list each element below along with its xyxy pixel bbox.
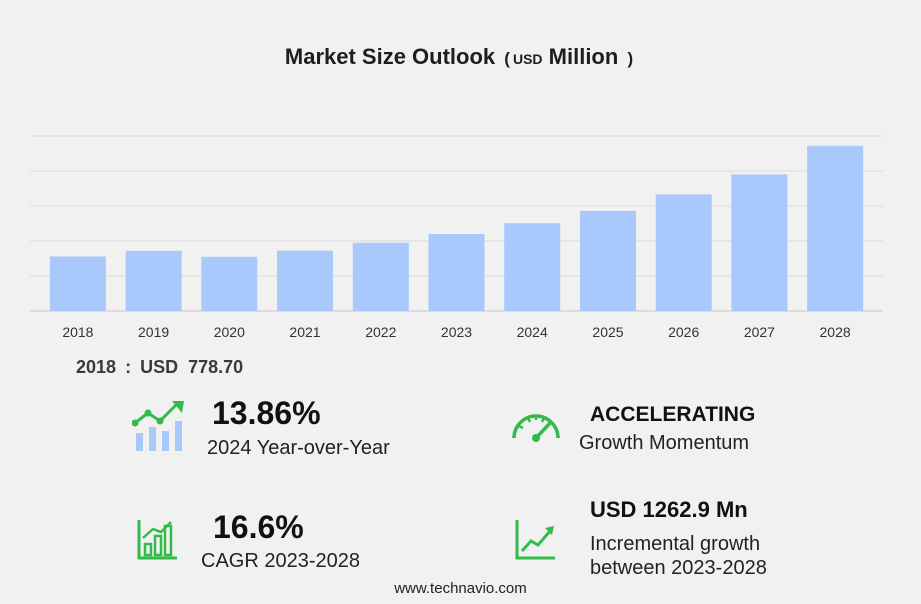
x-tick-label-2021: 2021 [289, 324, 320, 340]
kpi-cagr: 16.6% [213, 509, 304, 546]
chart-title: Market Size Outlook (USD Million ) [0, 44, 921, 70]
x-tick-label-2023: 2023 [441, 324, 472, 340]
kpi-incremental-value: USD 1262.9 Mn [590, 497, 748, 522]
base-value: 778.70 [188, 357, 244, 377]
x-tick-label-2018: 2018 [62, 324, 93, 340]
x-tick-label-2022: 2022 [365, 324, 396, 340]
kpi-incremental-label-2: between 2023-2028 [590, 557, 767, 579]
x-tick-label-2025: 2025 [592, 324, 623, 340]
bar-2026 [655, 194, 712, 311]
x-tick-label-2026: 2026 [668, 324, 699, 340]
kpi-momentum: ACCELERATING [590, 403, 755, 427]
speedometer-icon [512, 414, 560, 442]
kpi-momentum-label: Growth Momentum [579, 432, 750, 454]
title-paren-open: ( [504, 49, 510, 68]
kpi-incremental: USD 1262.9 Mn [590, 497, 748, 523]
bar-2028 [807, 145, 864, 311]
bar-2027 [731, 174, 788, 311]
kpi-incremental-label-wrap: Incremental growth between 2023-2028 [590, 532, 767, 580]
x-tick-label-2024: 2024 [517, 324, 548, 340]
bar-2021 [277, 250, 333, 311]
title-unit-small: USD [512, 51, 543, 67]
growth-chart-icon [137, 520, 177, 560]
x-tick-label-2020: 2020 [214, 324, 245, 340]
bar-2024 [504, 223, 561, 311]
x-tick-label-2019: 2019 [138, 324, 169, 340]
kpi-yoy: 13.86% [212, 395, 321, 432]
line-trend-icon [515, 520, 555, 560]
bar-2023 [428, 234, 485, 311]
x-tick-label-2028: 2028 [820, 324, 851, 340]
title-paren-close: ) [627, 49, 634, 68]
base-year-stat: 2018 : USD 778.70 [76, 357, 243, 378]
title-main: Market Size Outlook [284, 44, 496, 69]
title-unit-big: Million [548, 44, 619, 69]
bar-chart: 2018 2019 2020 2021 2022 2023 2024 2025 2026 2027… [30, 135, 883, 340]
kpi-yoy-value: 13.86% [212, 395, 321, 431]
bar-2022 [352, 242, 409, 312]
base-year: 2018 [76, 357, 117, 377]
kpi-momentum-label-wrap: Growth Momentum [579, 432, 749, 455]
bar-trend-icon [132, 401, 184, 451]
kpi-cagr-value: 16.6% [213, 509, 304, 545]
kpi-incremental-label-1: Incremental growth [590, 533, 761, 555]
bar-2018 [49, 256, 106, 311]
bar-2025 [580, 210, 636, 311]
x-tick-label-2027: 2027 [744, 324, 775, 340]
bar-2019 [125, 250, 182, 311]
kpi-yoy-label: 2024 Year-over-Year [207, 437, 390, 459]
bar-2020 [201, 256, 258, 312]
footer-source: www.technavio.com [394, 580, 527, 597]
kpi-cagr-label: CAGR 2023-2028 [201, 550, 360, 572]
base-currency: USD [140, 357, 179, 377]
kpi-cagr-label-wrap: CAGR 2023-2028 [201, 550, 360, 573]
base-colon: : [125, 357, 132, 377]
kpi-momentum-value: ACCELERATING [590, 403, 756, 426]
kpi-yoy-label-wrap: 2024 Year-over-Year [207, 437, 390, 460]
